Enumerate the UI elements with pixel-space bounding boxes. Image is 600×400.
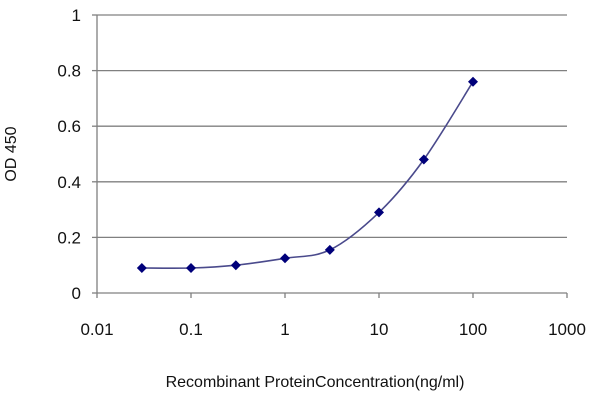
y-axis-ticks: 0 0.2 0.4 0.6 0.8 1 [57, 6, 97, 303]
y-tick-label-0: 0 [72, 284, 81, 303]
x-tick-label-0: 0.01 [80, 320, 113, 339]
data-point-3 [280, 253, 290, 264]
x-axis-title: Recombinant ProteinConcentration(ng/ml) [166, 374, 465, 391]
y-tick-label-1: 0.2 [57, 228, 81, 247]
x-tick-label-1: 0.1 [179, 320, 203, 339]
x-axis-ticks: 0.01 0.1 1 10 100 1000 [80, 293, 586, 339]
y-tick-label-4: 0.8 [57, 62, 81, 81]
y-tick-label-2: 0.4 [57, 173, 81, 192]
data-point-0 [136, 262, 147, 273]
y-axis-title: OD 450 [3, 126, 20, 181]
data-point-6 [418, 154, 429, 165]
x-tick-label-3: 10 [370, 320, 389, 339]
data-point-5 [374, 207, 384, 218]
x-tick-label-5: 1000 [548, 320, 586, 339]
gridlines [97, 14, 567, 239]
x-tick-label-4: 100 [459, 320, 487, 339]
data-point-7 [468, 76, 478, 87]
y-tick-label-5: 1 [72, 6, 81, 25]
data-point-1 [186, 262, 196, 273]
plot-area [97, 15, 567, 293]
data-point-2 [230, 260, 241, 271]
series-layer [136, 76, 478, 273]
x-tick-label-2: 1 [280, 320, 289, 339]
data-point-4 [324, 244, 335, 255]
y-tick-label-3: 0.6 [57, 117, 81, 136]
